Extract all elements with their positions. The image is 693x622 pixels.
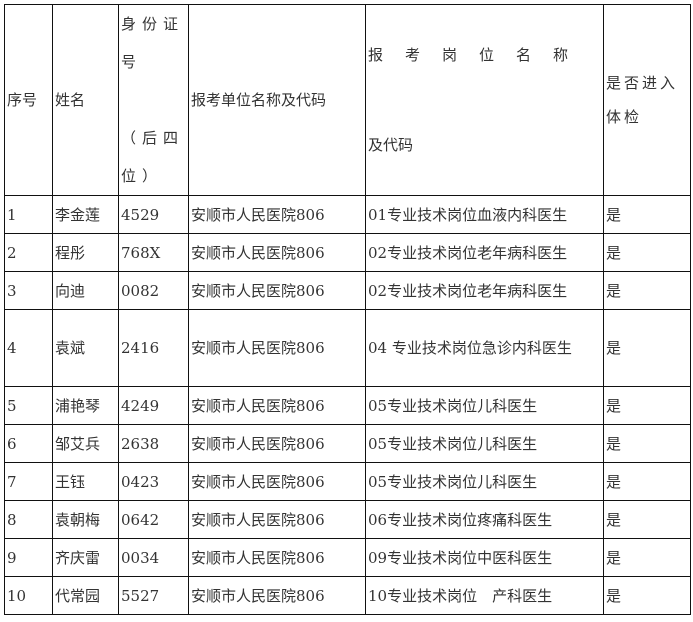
cell-post: 05专业技术岗位儿科医生 [365,424,604,463]
header-id: 身份证 号 （后四 位） [118,4,189,196]
cell-id: 0642 [118,500,189,539]
cell-check: 是 [603,424,691,463]
table-row: 1 李金莲 4529 安顺市人民医院806 01专业技术岗位血液内科医生是 [4,195,691,234]
header-name: 姓名 [52,4,119,196]
cell-check: 是 [603,500,691,539]
table-row: 4 袁斌 2416 安顺市人民医院806 04 专业技术岗位急诊内科医生是 [4,309,691,387]
cell-id: 4249 [118,386,189,425]
cell-name: 代常园 [52,576,119,615]
cell-name: 浦艳琴 [52,386,119,425]
cell-unit: 安顺市人民医院806 [188,271,366,310]
cell-seq: 3 [4,271,53,310]
cell-post: 06专业技术岗位疼痛科医生 [365,500,604,539]
header-row: 序号 姓名 身份证 号 （后四 位） 报考单位名称及代码 报考岗位名称 及代码 … [4,4,691,196]
cell-seq: 10 [4,576,53,615]
cell-seq: 7 [4,462,53,501]
cell-check: 是 [603,538,691,577]
cell-unit: 安顺市人民医院806 [188,386,366,425]
cell-unit: 安顺市人民医院806 [188,576,366,615]
cell-name: 袁朝梅 [52,500,119,539]
cell-id: 0082 [118,271,189,310]
cell-check: 是 [603,309,691,387]
cell-post: 04 专业技术岗位急诊内科医生 [365,309,604,387]
candidate-table: 序号 姓名 身份证 号 （后四 位） 报考单位名称及代码 报考岗位名称 及代码 … [4,4,691,615]
cell-seq: 5 [4,386,53,425]
cell-name: 袁斌 [52,309,119,387]
cell-id: 2416 [118,309,189,387]
cell-check: 是 [603,195,691,234]
header-seq: 序号 [4,4,53,196]
cell-post: 05专业技术岗位儿科医生 [365,386,604,425]
header-check: 是否进入体检 [603,4,691,196]
cell-unit: 安顺市人民医院806 [188,462,366,501]
cell-check: 是 [603,271,691,310]
header-unit: 报考单位名称及代码 [188,4,366,196]
cell-name: 程彤 [52,233,119,272]
cell-unit: 安顺市人民医院806 [188,538,366,577]
cell-post: 01专业技术岗位血液内科医生 [365,195,604,234]
cell-check: 是 [603,576,691,615]
cell-post: 09专业技术岗位中医科医生 [365,538,604,577]
cell-name: 齐庆雷 [52,538,119,577]
cell-post: 02专业技术岗位老年病科医生 [365,233,604,272]
cell-post: 05专业技术岗位儿科医生 [365,462,604,501]
table-row: 9 齐庆雷 0034 安顺市人民医院806 09专业技术岗位中医科医生是 [4,538,691,577]
cell-seq: 2 [4,233,53,272]
cell-id: 2638 [118,424,189,463]
cell-unit: 安顺市人民医院806 [188,233,366,272]
cell-unit: 安顺市人民医院806 [188,195,366,234]
table-row: 6 邹艾兵 2638 安顺市人民医院806 05专业技术岗位儿科医生是 [4,424,691,463]
cell-seq: 4 [4,309,53,387]
cell-id: 0423 [118,462,189,501]
table-row: 2 程彤 768X 安顺市人民医院806 02专业技术岗位老年病科医生是 [4,233,691,272]
cell-id: 5527 [118,576,189,615]
table-row: 3 向迪 0082 安顺市人民医院806 02专业技术岗位老年病科医生是 [4,271,691,310]
cell-unit: 安顺市人民医院806 [188,424,366,463]
cell-unit: 安顺市人民医院806 [188,500,366,539]
header-post: 报考岗位名称 及代码 [365,4,604,196]
cell-seq: 1 [4,195,53,234]
cell-seq: 8 [4,500,53,539]
cell-name: 邹艾兵 [52,424,119,463]
cell-check: 是 [603,233,691,272]
cell-seq: 9 [4,538,53,577]
cell-id: 768X [118,233,189,272]
cell-post: 10专业技术岗位 产科医生 [365,576,604,615]
table-row: 10 代常园 5527 安顺市人民医院806 10专业技术岗位 产科医生是 [4,576,691,615]
cell-name: 向迪 [52,271,119,310]
cell-unit: 安顺市人民医院806 [188,309,366,387]
table-row: 8 袁朝梅 0642 安顺市人民医院806 06专业技术岗位疼痛科医生是 [4,500,691,539]
cell-name: 王钰 [52,462,119,501]
cell-name: 李金莲 [52,195,119,234]
cell-post: 02专业技术岗位老年病科医生 [365,271,604,310]
table-row: 5 浦艳琴 4249 安顺市人民医院806 05专业技术岗位儿科医生是 [4,386,691,425]
cell-check: 是 [603,462,691,501]
table-row: 7 王钰 0423 安顺市人民医院806 05专业技术岗位儿科医生是 [4,462,691,501]
cell-id: 0034 [118,538,189,577]
cell-check: 是 [603,386,691,425]
cell-id: 4529 [118,195,189,234]
cell-seq: 6 [4,424,53,463]
